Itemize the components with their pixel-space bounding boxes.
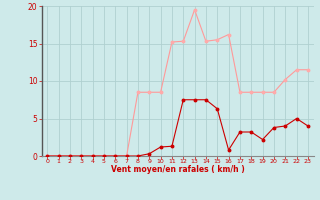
X-axis label: Vent moyen/en rafales ( km/h ): Vent moyen/en rafales ( km/h ) xyxy=(111,165,244,174)
